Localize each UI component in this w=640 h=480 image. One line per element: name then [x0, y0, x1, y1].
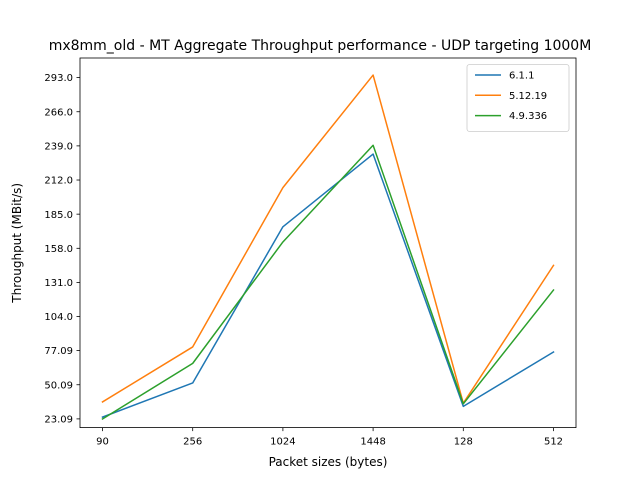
y-tick-label: 293.0: [44, 73, 73, 84]
plot-lines: [101, 74, 555, 421]
y-axis-label: Throughput (MBit/s): [10, 183, 24, 304]
plot-frame: [79, 57, 577, 429]
y-tick-label: 158.0: [44, 244, 73, 255]
y-tick-label: 23.09: [44, 414, 73, 425]
y-tick-label: 104.0: [44, 312, 73, 323]
x-tick-label: 128: [454, 437, 473, 448]
y-axis: 23.09 50.09 77.09 104.0 131.0 158.0 185.0 212.0…: [44, 73, 80, 425]
y-tick-label: 212.0: [44, 176, 73, 187]
legend-label: 5.12.19: [509, 91, 547, 102]
x-tick-label: 256: [183, 437, 202, 448]
y-tick-label: 185.0: [44, 210, 73, 221]
y-tick-label: 239.0: [44, 141, 73, 152]
y-tick-label: 131.0: [44, 278, 73, 289]
series-line-5-12-19: [101, 74, 555, 404]
legend-label: 4.9.336: [509, 111, 547, 122]
chart-title: mx8mm_old - MT Aggregate Throughput perf…: [49, 38, 592, 54]
x-tick-label: 1024: [270, 437, 295, 448]
x-axis: 90 256 1024 1448 128 512: [96, 427, 563, 448]
series-line-4-9-336: [101, 144, 555, 421]
legend: 6.1.1 5.12.19 4.9.336: [466, 64, 570, 132]
x-axis-label: Packet sizes (bytes): [269, 455, 388, 469]
x-tick-label: 90: [96, 437, 109, 448]
x-tick-label: 1448: [360, 437, 385, 448]
legend-box: [466, 64, 570, 132]
x-tick-label: 512: [544, 437, 563, 448]
y-tick-label: 77.09: [44, 346, 73, 357]
y-tick-label: 266.0: [44, 107, 73, 118]
y-tick-label: 50.09: [44, 380, 73, 391]
legend-label: 6.1.1: [509, 71, 534, 82]
series-line-6-1-1: [101, 153, 555, 419]
